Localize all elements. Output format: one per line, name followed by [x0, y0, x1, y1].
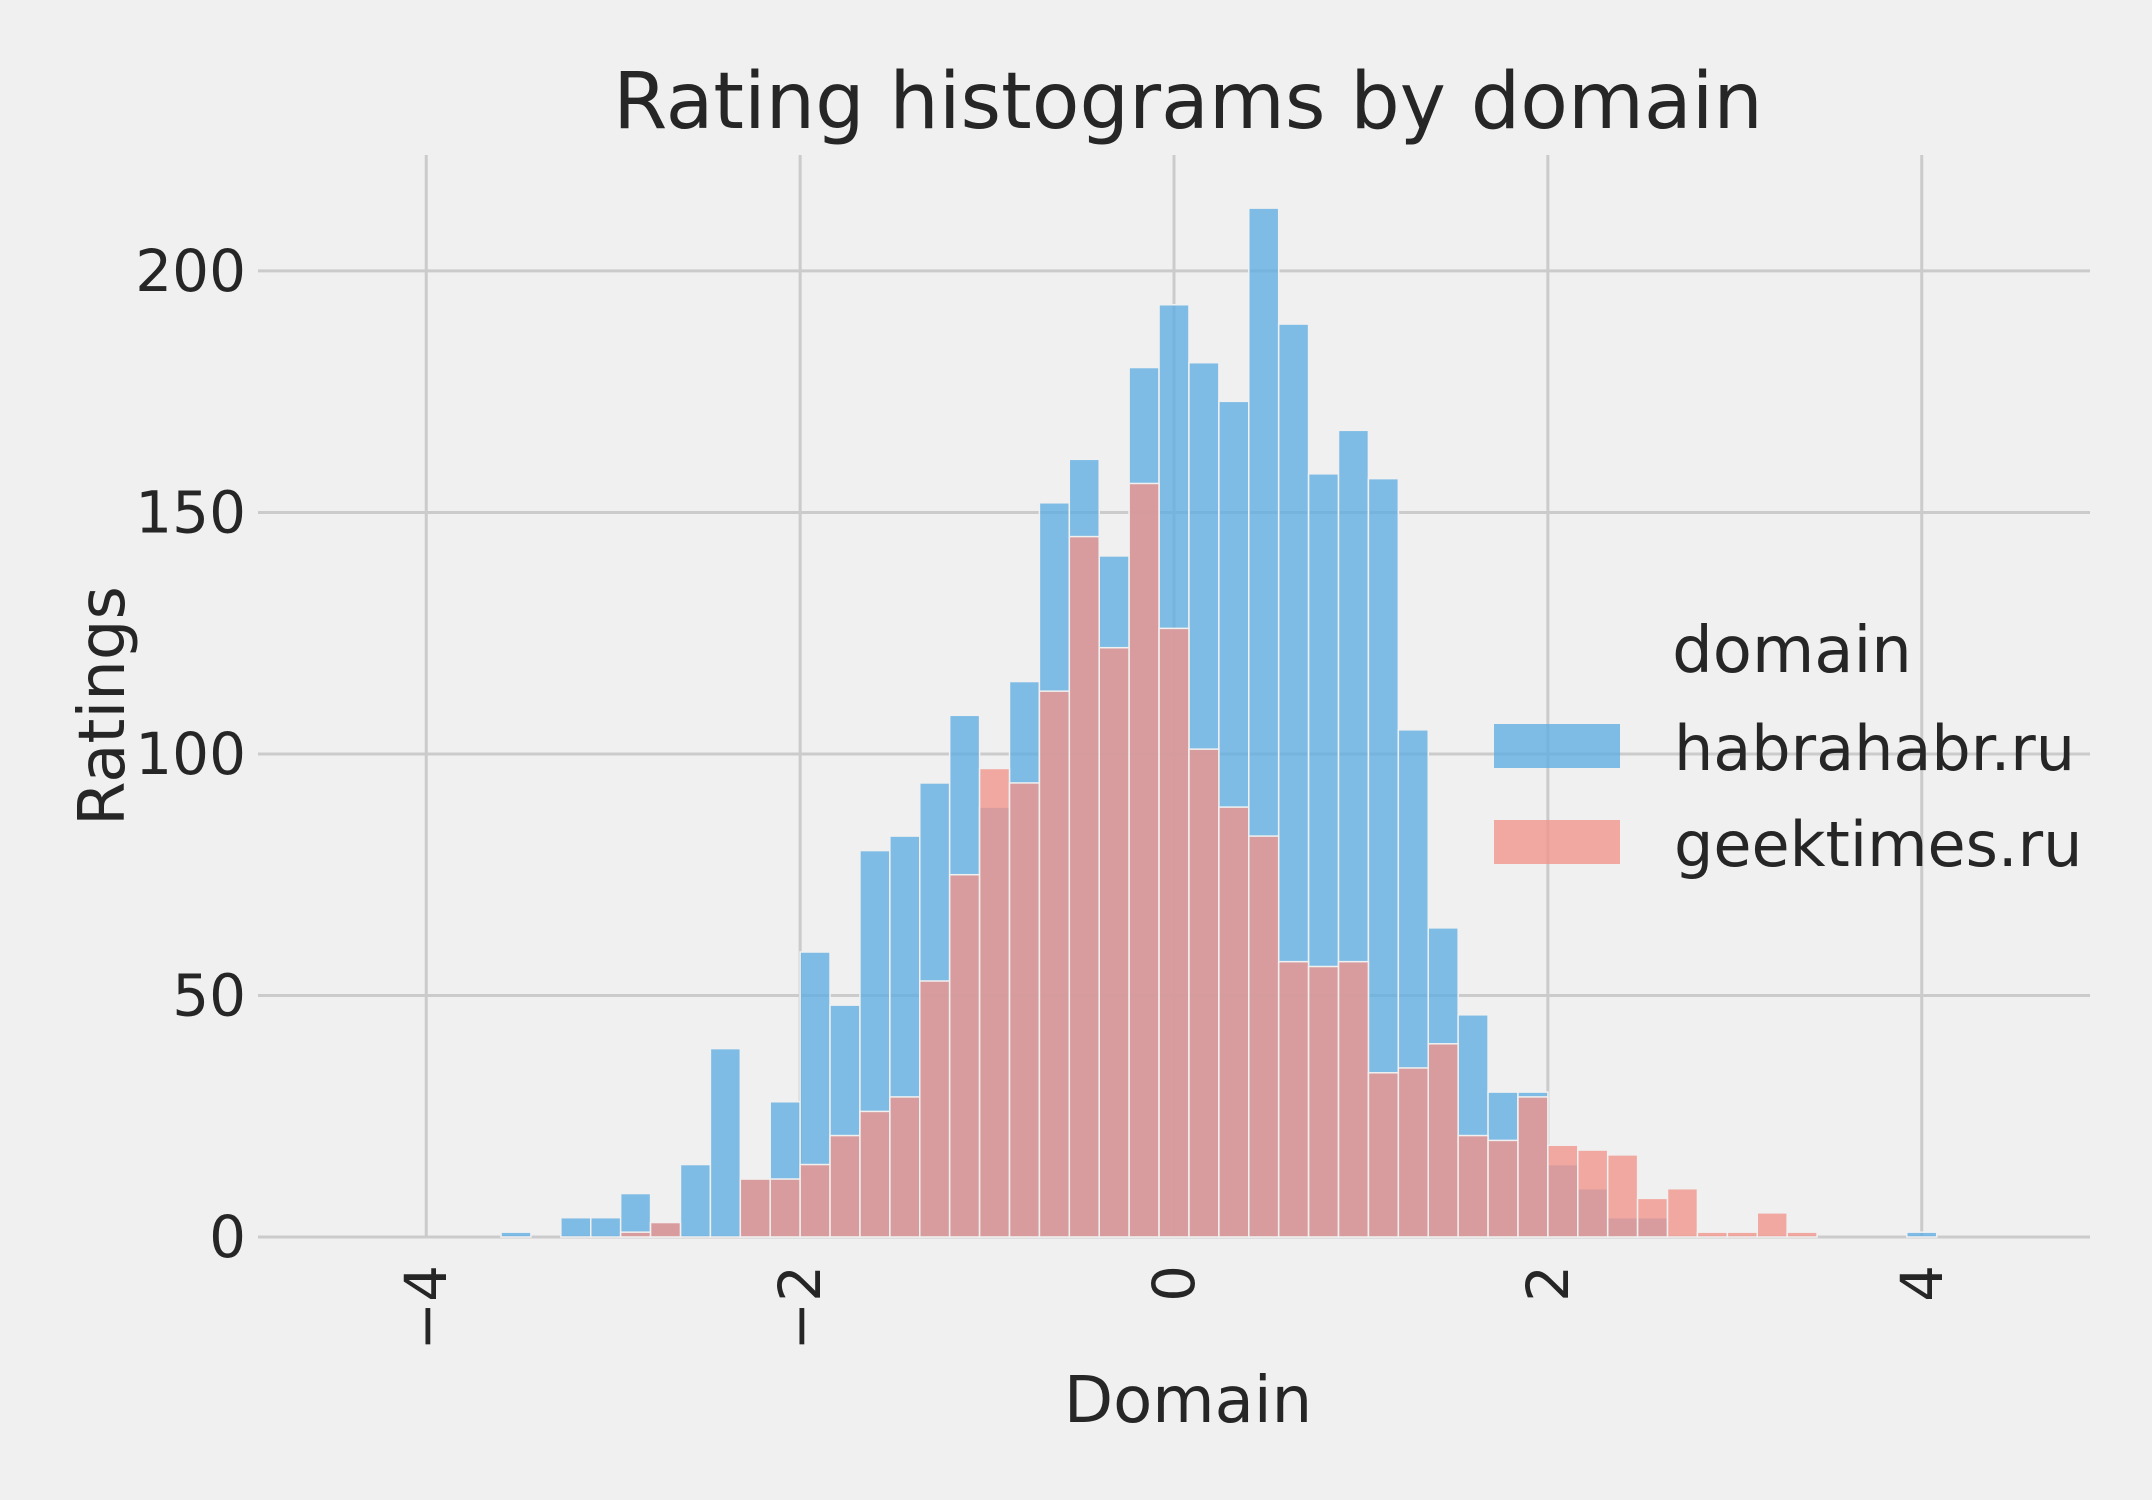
histogram-bar	[1577, 1149, 1609, 1238]
histogram-bar	[1487, 1139, 1519, 1238]
histogram-bar	[948, 873, 981, 1238]
series-1	[619, 482, 1818, 1238]
chart-title: Rating histograms by domain	[613, 57, 1763, 147]
histogram-bar	[619, 1192, 652, 1238]
histogram-bar	[1636, 1197, 1669, 1238]
histogram-bar	[1666, 1187, 1699, 1238]
y-tick-label: 0	[209, 1203, 246, 1271]
histogram-bar	[560, 1216, 592, 1238]
x-tick-label: −2	[766, 1265, 834, 1351]
axis-ticks: −4 −2 0 2 4 0 50 100 150 200	[135, 237, 1955, 1351]
histogram-bar	[1068, 535, 1100, 1238]
histogram-bar	[1218, 806, 1250, 1238]
x-tick-label: 4	[1888, 1265, 1956, 1302]
histogram-bar	[1906, 1231, 1938, 1238]
y-tick-label: 150	[135, 478, 246, 546]
legend-title: domain	[1672, 614, 1912, 688]
histogram-bar	[709, 1047, 742, 1238]
histogram-bar	[1277, 960, 1310, 1238]
histogram-bar	[799, 1163, 831, 1238]
histogram-bar	[1188, 748, 1220, 1238]
y-tick-label: 100	[135, 720, 246, 788]
x-tick-label: −4	[392, 1265, 460, 1351]
x-tick-label: 0	[1140, 1265, 1208, 1302]
legend-swatch-geektimes	[1494, 820, 1620, 864]
histogram-bar	[1307, 965, 1340, 1238]
histogram-bar	[1098, 646, 1130, 1238]
y-tick-label: 50	[172, 961, 246, 1029]
histogram-bar	[500, 1231, 532, 1238]
y-tick-label: 200	[135, 237, 246, 305]
histogram-bar	[1547, 1144, 1579, 1238]
histogram-bar	[829, 1134, 861, 1238]
legend: domain habrahabr.ru geektimes.ru	[1494, 614, 2082, 881]
histogram-bar	[649, 1221, 682, 1238]
x-axis-label: Domain	[1064, 1364, 1312, 1438]
histogram-bar	[1367, 1072, 1400, 1238]
histogram-bar	[1786, 1231, 1818, 1238]
histogram-bar	[1397, 1067, 1429, 1238]
histogram-bar	[1517, 1096, 1549, 1238]
histogram-bar	[1128, 482, 1160, 1238]
histogram-bar	[619, 1231, 652, 1238]
legend-label-habrahabr: habrahabr.ru	[1674, 712, 2075, 785]
histogram-bar	[1726, 1231, 1758, 1238]
histogram-bar	[769, 1178, 801, 1238]
histogram-bar	[1696, 1231, 1729, 1238]
histogram-bar	[1457, 1134, 1489, 1238]
y-axis-label: Ratings	[66, 586, 140, 826]
histogram-bar	[1248, 835, 1280, 1238]
histogram-bar	[1038, 690, 1071, 1238]
histogram-bar	[1158, 627, 1190, 1238]
histogram-bar	[739, 1178, 771, 1238]
legend-swatch-habrahabr	[1494, 724, 1620, 768]
legend-label-geektimes: geektimes.ru	[1674, 808, 2082, 881]
histogram-bar	[679, 1163, 712, 1238]
histogram-bar	[978, 767, 1011, 1238]
histogram-bar	[1337, 960, 1370, 1238]
histogram-bar	[859, 1110, 891, 1238]
histogram-bar	[1606, 1154, 1639, 1238]
histogram-bar	[1008, 782, 1041, 1238]
histogram-bar	[1427, 1043, 1459, 1238]
histogram-bar	[919, 980, 951, 1238]
histogram-bar	[590, 1216, 622, 1238]
x-tick-label: 2	[1514, 1265, 1582, 1302]
histogram-bar	[1756, 1212, 1788, 1238]
histogram-bar	[889, 1096, 921, 1238]
histogram-bars	[500, 207, 1938, 1238]
